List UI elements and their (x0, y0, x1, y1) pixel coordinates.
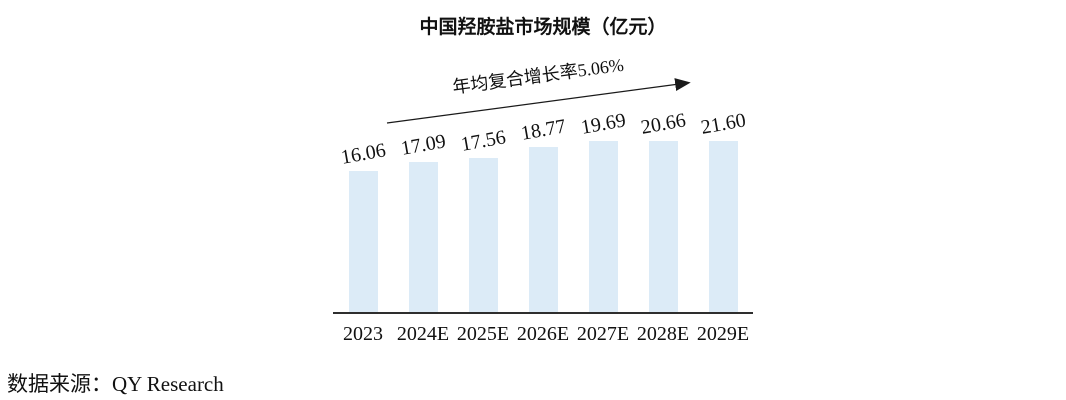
x-axis-label: 2024E (396, 323, 450, 345)
x-axis-label: 2027E (576, 323, 630, 345)
bar-column: 18.77 (513, 113, 573, 313)
bar-value-label: 17.56 (458, 126, 507, 156)
bar (588, 141, 618, 313)
bar-column: 17.56 (453, 113, 513, 313)
bar (528, 147, 558, 313)
bar (408, 162, 438, 313)
bar-column: 17.09 (393, 113, 453, 313)
chart-title: 中国羟胺盐市场规模（亿元） (419, 17, 667, 38)
bar-value-label: 20.66 (638, 109, 687, 139)
bar (348, 171, 378, 313)
bar-column: 19.69 (573, 109, 633, 313)
x-axis-label: 2026E (516, 323, 570, 345)
bar (708, 141, 738, 313)
x-axis-line (333, 312, 753, 314)
bar-value-label: 16.06 (338, 139, 387, 169)
x-axis-label: 2029E (696, 323, 750, 345)
bar-column: 16.06 (333, 113, 393, 313)
bar-column: 20.66 (633, 109, 693, 313)
bar (648, 141, 678, 313)
bar-value-label: 19.69 (578, 109, 627, 139)
x-axis-label: 2025E (456, 323, 510, 345)
x-axis-label: 2023 (343, 323, 383, 345)
x-axis-label: 2028E (636, 323, 690, 345)
bar-value-label: 18.77 (518, 115, 567, 145)
bar-plot-area: 16.06 17.09 17.56 18.77 19.69 20.66 21.60 (333, 109, 753, 313)
bar-value-label: 17.09 (398, 130, 447, 160)
bar (468, 158, 498, 313)
cagr-arrow-icon (386, 78, 691, 124)
bar-value-label: 21.60 (698, 109, 747, 139)
bar-column: 21.60 (693, 109, 753, 313)
source-text: 数据来源：QY Research (7, 372, 224, 396)
x-axis-labels: 2023 2024E 2025E 2026E 2027E 2028E 2029E (333, 323, 753, 346)
